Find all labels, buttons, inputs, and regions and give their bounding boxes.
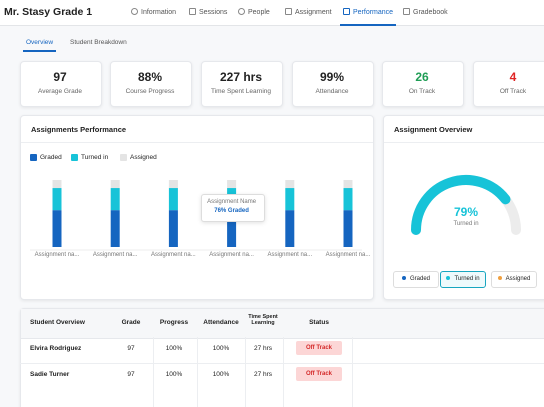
legend-label: Graded	[40, 154, 62, 161]
status-badge: Off Track	[296, 341, 342, 355]
tab-label: Sessions	[199, 9, 228, 16]
table-cell: 100%	[212, 371, 230, 378]
bar-label: Assignment na...	[92, 252, 138, 258]
panel-header	[384, 116, 544, 143]
filter-button[interactable]: Assigned	[491, 271, 537, 288]
stat-label: On Track	[408, 88, 436, 95]
button-label: Assigned	[505, 276, 531, 282]
stat-label: Off Track	[499, 88, 527, 95]
tab-icon	[343, 8, 350, 15]
tooltip	[200, 194, 265, 222]
button-dot	[446, 276, 451, 280]
column-divider	[197, 337, 198, 407]
tooltip-title: Assignment Name	[207, 199, 257, 205]
tab-icon	[189, 8, 196, 15]
stat-value: 227 hrs	[219, 70, 263, 84]
stat-card	[473, 61, 544, 107]
stat-value: 97	[53, 70, 67, 84]
tab-label: People	[248, 9, 270, 16]
button-label: Graded	[409, 276, 430, 282]
filter-button[interactable]: Turned in	[440, 271, 486, 288]
column-header: Progress	[159, 319, 189, 326]
bar-label: Assignment na...	[34, 252, 80, 258]
column-header: Student Overview	[30, 319, 85, 326]
tab-icon	[403, 8, 410, 15]
stat-card	[292, 61, 374, 107]
status-badge: Off Track	[296, 367, 342, 381]
legend-label: Turned in	[81, 154, 109, 161]
nav-tab[interactable]: Assignment	[285, 8, 332, 16]
table-header	[21, 309, 544, 339]
stat-label: Attendance	[315, 88, 349, 95]
nav-tab[interactable]: Sessions	[189, 8, 227, 16]
table-cell: 27 hrs	[253, 345, 273, 352]
nav-tab[interactable]: Information	[131, 8, 176, 16]
column-divider	[283, 337, 284, 407]
button-dot	[401, 276, 406, 280]
bar-label: Assignment na...	[151, 252, 196, 258]
column-header: Grade	[121, 319, 141, 326]
tab-label: Performance	[353, 9, 394, 16]
assignments-panel: Assignments Performance	[20, 115, 374, 300]
subtab[interactable]: Overview	[26, 39, 54, 46]
table-cell: 100%	[212, 345, 230, 352]
tab-label: Gradebook	[413, 9, 448, 16]
row-divider	[20, 363, 544, 364]
gauge-caption: Turned in	[453, 221, 479, 227]
legend-label: Assigned	[130, 154, 157, 161]
column-divider	[352, 337, 353, 407]
column-divider	[153, 337, 154, 407]
stat-value: 99%	[319, 70, 345, 84]
stat-card	[382, 61, 464, 107]
table-cell: 27 hrs	[253, 371, 273, 378]
column-divider	[245, 337, 246, 407]
table-cell: 97	[127, 371, 135, 378]
stat-label: Course Progress	[125, 88, 175, 95]
stat-card	[20, 61, 102, 107]
stat-value: 4	[509, 70, 517, 84]
student-table	[20, 308, 544, 407]
column-header: Time Spent Learning	[248, 314, 278, 326]
panel-header	[21, 116, 373, 143]
stat-card	[110, 61, 192, 107]
table-cell: 100%	[165, 371, 183, 378]
panel-title: Assignment Overview	[394, 125, 473, 134]
stat-card	[201, 61, 283, 107]
button-label: Turned in	[454, 276, 480, 282]
gauge-value-label: 79%	[453, 205, 479, 219]
tab-icon	[238, 8, 245, 15]
nav-tab[interactable]: Gradebook	[403, 8, 448, 16]
tab-icon	[131, 8, 138, 15]
table-cell: 100%	[165, 345, 183, 352]
tab-label: Information	[141, 9, 177, 16]
bar-label: Assignment na...	[209, 252, 254, 258]
nav-tab[interactable]: Performance	[343, 8, 393, 16]
column-header: Status	[309, 319, 329, 326]
active-subtab-underline	[23, 50, 56, 52]
stat-label: Average Grade	[38, 88, 82, 95]
column-header: Attendance	[203, 319, 239, 326]
student-name: Sadie Turner	[30, 371, 70, 378]
stat-value: 26	[415, 70, 429, 84]
button-dot	[497, 276, 502, 280]
stat-label: Time Spent Learning	[210, 88, 272, 95]
student-name: Elvira Rodriguez	[30, 345, 82, 352]
subtab[interactable]: Student Breakdown	[70, 39, 127, 46]
top-bar	[0, 0, 544, 26]
tab-icon	[285, 8, 292, 15]
course-title: Mr. Stasy Grade 1	[4, 6, 93, 18]
panel-title: Assignments Performance	[31, 125, 127, 134]
tooltip-text: 76% Graded	[214, 208, 249, 214]
tab-label: Assignment	[295, 9, 332, 16]
stat-value: 88%	[137, 70, 163, 84]
bar-label: Assignment na...	[267, 252, 313, 258]
bar-label: Assignment na...	[325, 252, 371, 258]
nav-tab[interactable]: People	[238, 8, 270, 16]
filter-button[interactable]: Graded	[393, 271, 439, 288]
active-tab-underline	[340, 24, 396, 26]
table-cell: 97	[127, 345, 135, 352]
